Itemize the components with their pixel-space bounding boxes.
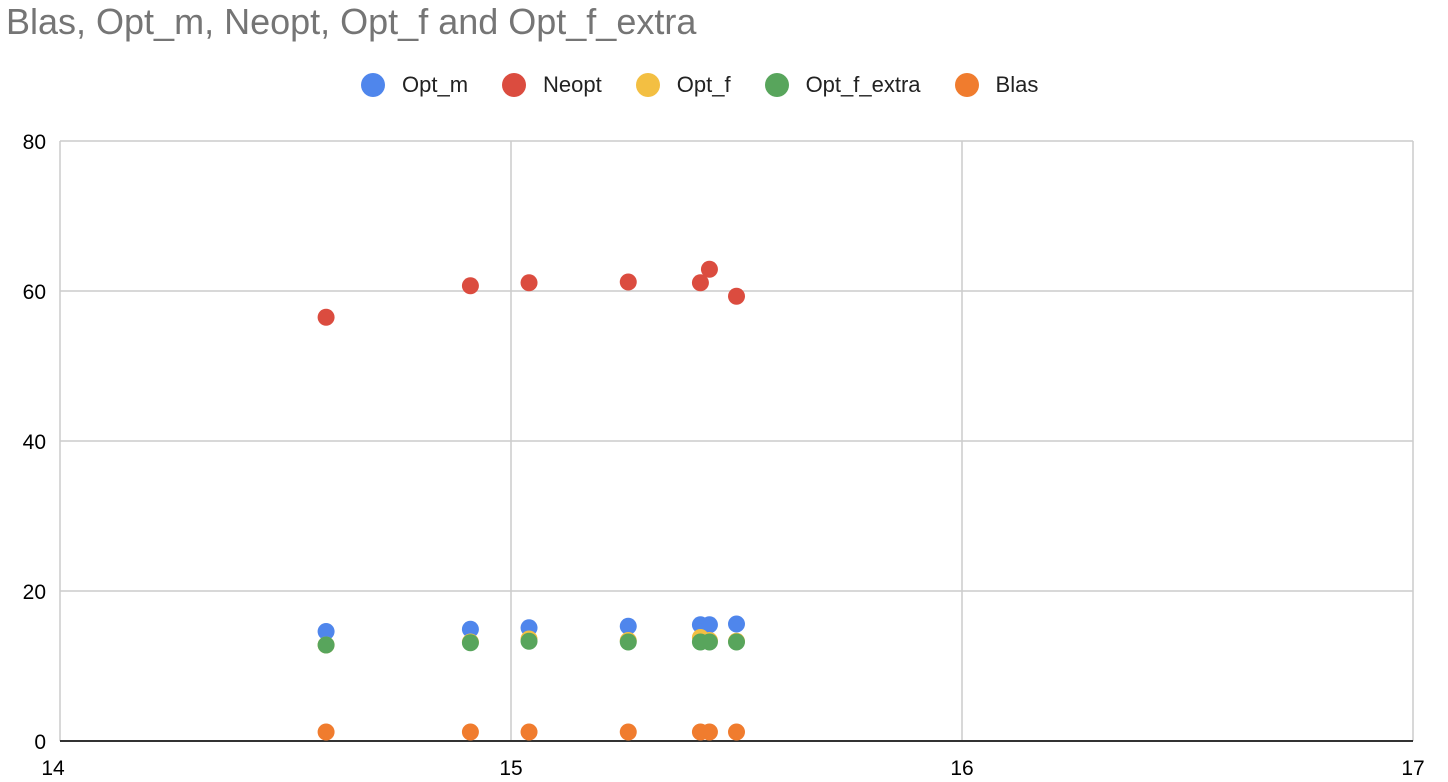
data-point[interactable] — [317, 723, 335, 741]
data-point[interactable] — [728, 723, 745, 741]
data-points — [317, 260, 745, 741]
data-point[interactable] — [700, 616, 718, 634]
legend-item-opt-f-extra[interactable]: Opt_f_extra — [764, 72, 921, 98]
legend-label-opt-f-extra: Opt_f_extra — [805, 72, 921, 97]
data-point[interactable] — [619, 723, 637, 741]
legend-marker-opt-m — [361, 73, 385, 97]
series-opt-f-extra — [317, 632, 745, 654]
legend: Opt_m Neopt Opt_f Opt_f_extra Blas — [361, 70, 1038, 100]
data-point[interactable] — [520, 274, 538, 292]
data-point[interactable] — [520, 632, 538, 650]
chart-title: Blas, Opt_m, Neopt, Opt_f and Opt_f_extr… — [6, 1, 697, 42]
legend-item-opt-m[interactable]: Opt_m — [361, 72, 468, 98]
legend-label-blas: Blas — [995, 72, 1039, 97]
data-point[interactable] — [461, 277, 479, 295]
x-tick-label: 14 — [41, 757, 65, 780]
data-point[interactable] — [728, 633, 745, 651]
y-tick-label: 80 — [23, 131, 46, 154]
data-point[interactable] — [317, 636, 335, 654]
data-point[interactable] — [317, 623, 335, 640]
data-point[interactable] — [619, 273, 637, 291]
data-point[interactable] — [461, 620, 479, 638]
y-tick-label: 0 — [34, 731, 46, 754]
legend-label-opt-m: Opt_m — [402, 72, 469, 97]
legend-marker-blas — [954, 73, 979, 97]
series-blas — [317, 723, 745, 741]
x-tick-label: 15 — [499, 757, 522, 780]
legend-item-blas[interactable]: Blas — [954, 72, 1039, 98]
y-tick-label: 40 — [23, 431, 46, 454]
legend-marker-neopt — [502, 73, 527, 97]
legend-item-neopt[interactable]: Neopt — [502, 72, 602, 98]
tick-labels: 14 15 16 17 0 20 40 60 80 — [23, 131, 1425, 780]
x-tick-label: 17 — [1401, 757, 1424, 780]
legend-label-neopt: Neopt — [543, 72, 602, 97]
legend-marker-opt-f — [635, 73, 660, 97]
data-point[interactable] — [728, 287, 745, 305]
data-point[interactable] — [619, 633, 637, 651]
data-point[interactable] — [461, 634, 479, 652]
data-point[interactable] — [317, 308, 335, 326]
data-point[interactable] — [700, 633, 718, 651]
series-neopt — [317, 260, 745, 326]
data-point[interactable] — [520, 723, 538, 741]
legend-label-opt-f: Opt_f — [676, 72, 731, 97]
data-point[interactable] — [728, 615, 745, 633]
data-point[interactable] — [700, 260, 718, 278]
data-point[interactable] — [691, 274, 709, 292]
data-point[interactable] — [700, 723, 718, 741]
y-tick-label: 20 — [23, 581, 46, 604]
gridlines — [59, 140, 1414, 741]
legend-marker-opt-f-extra — [764, 73, 789, 97]
legend-item-opt-f[interactable]: Opt_f — [635, 72, 731, 98]
data-point[interactable] — [461, 723, 479, 741]
data-point[interactable] — [619, 617, 637, 635]
x-tick-label: 16 — [950, 757, 973, 780]
y-tick-label: 60 — [23, 281, 46, 304]
